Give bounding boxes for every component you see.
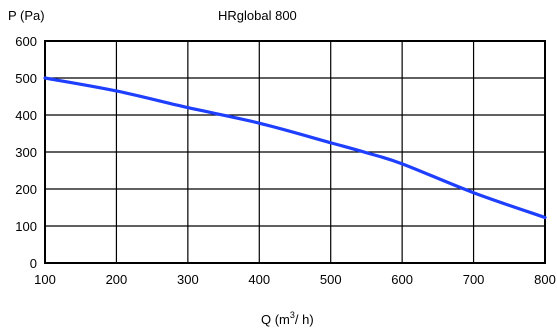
y-tick-label: 200	[15, 182, 37, 197]
y-tick-label: 100	[15, 219, 37, 234]
y-tick-labels: 0 100 200 300 400 500 600	[15, 34, 37, 271]
series-layer	[43, 76, 547, 220]
y-axis-label: P (Pa)	[8, 8, 45, 23]
x-tick-label: 100	[34, 272, 56, 287]
y-tick-label: 300	[15, 145, 37, 160]
x-axis-label: Q (m3/ h)	[261, 310, 314, 327]
x-tick-label: 200	[106, 272, 128, 287]
y-tick-label: 600	[15, 34, 37, 49]
gridlines	[44, 40, 546, 264]
x-tick-label: 400	[248, 272, 270, 287]
x-tick-label: 500	[320, 272, 342, 287]
y-tick-label: 400	[15, 108, 37, 123]
x-tick-label: 700	[463, 272, 485, 287]
x-tick-labels: 100 200 300 400 500 600 700 800	[34, 272, 556, 287]
x-axis-label-main: Q (m	[261, 312, 290, 327]
y-tick-label: 0	[30, 256, 37, 271]
plot-area-border	[44, 40, 546, 264]
series-line	[43, 76, 547, 220]
x-axis-label-tail: / h)	[295, 312, 314, 327]
x-tick-label: 300	[177, 272, 199, 287]
x-tick-label: 800	[534, 272, 556, 287]
x-axis-label-sup: 3	[290, 310, 295, 320]
chart-title: HRglobal 800	[218, 8, 297, 23]
y-tick-label: 500	[15, 71, 37, 86]
x-tick-label: 600	[391, 272, 413, 287]
